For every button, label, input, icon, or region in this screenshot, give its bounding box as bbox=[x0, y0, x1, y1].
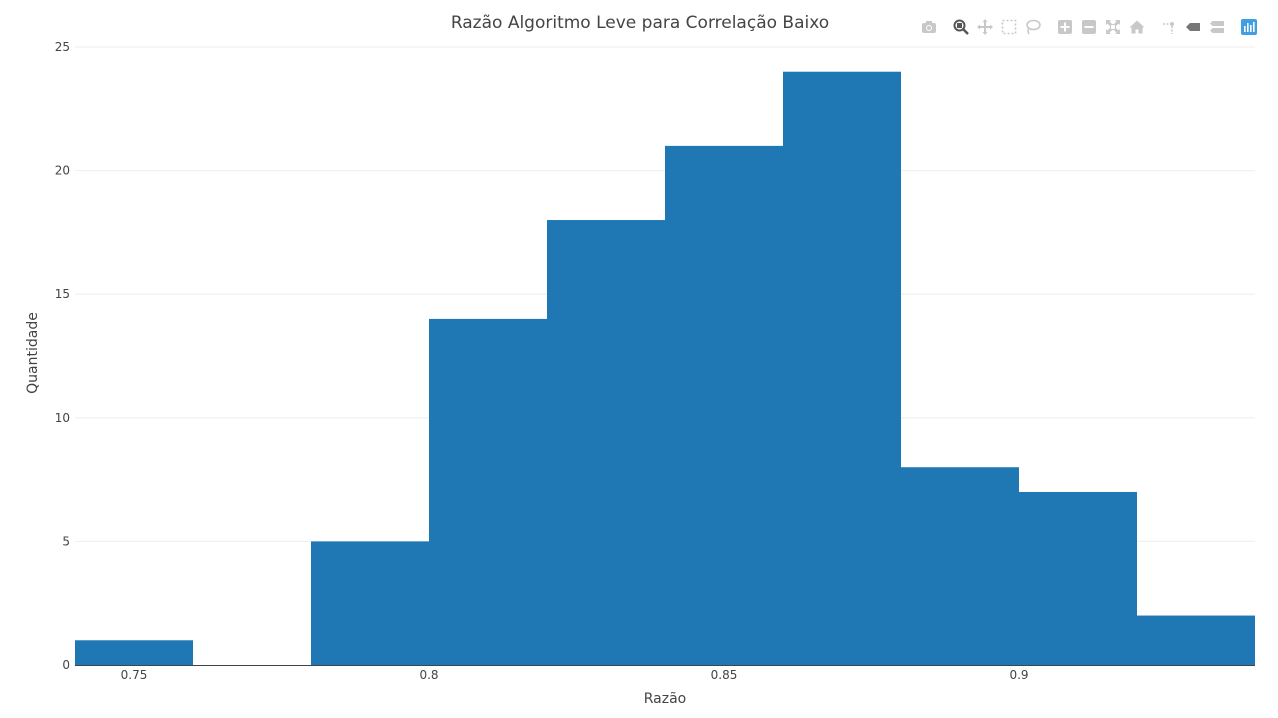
y-tick-label: 20 bbox=[55, 164, 70, 178]
hover-closest-button[interactable] bbox=[1182, 16, 1204, 38]
spike-lines-button[interactable] bbox=[1158, 16, 1180, 38]
box-select-button[interactable] bbox=[998, 16, 1020, 38]
lasso-select-button[interactable] bbox=[1022, 16, 1044, 38]
bars[interactable] bbox=[75, 71, 1255, 666]
zoom-icon bbox=[953, 19, 969, 35]
histogram-bar[interactable] bbox=[547, 220, 665, 666]
x-tick-label: 0.75 bbox=[121, 668, 148, 682]
histogram-bar[interactable] bbox=[429, 318, 547, 665]
autoscale-icon bbox=[1106, 20, 1120, 34]
zoom-in-button[interactable] bbox=[1054, 16, 1076, 38]
histogram-bar[interactable] bbox=[75, 640, 193, 665]
zoom-button[interactable] bbox=[950, 16, 972, 38]
spike-lines-icon bbox=[1163, 22, 1174, 34]
x-axis-label: Razão bbox=[644, 691, 687, 707]
zoom-in-icon bbox=[1058, 20, 1072, 34]
modebar bbox=[916, 16, 1260, 38]
reset-axes-icon bbox=[1129, 20, 1145, 34]
hover-closest-icon bbox=[1186, 23, 1200, 31]
histogram-bar[interactable] bbox=[1137, 615, 1255, 665]
histogram-bar[interactable] bbox=[783, 71, 901, 666]
y-tick-label: 25 bbox=[55, 40, 70, 54]
histogram-bar[interactable] bbox=[311, 541, 429, 665]
hover-compare-icon bbox=[1210, 21, 1224, 33]
y-tick-label: 0 bbox=[62, 658, 70, 672]
camera-button[interactable] bbox=[918, 16, 940, 38]
hover-compare-button[interactable] bbox=[1206, 16, 1228, 38]
x-tick-label: 0.8 bbox=[419, 668, 438, 682]
zoom-out-icon bbox=[1082, 20, 1096, 34]
y-axis-ticks: 0 5 10 15 20 25 bbox=[55, 40, 70, 672]
pan-button[interactable] bbox=[974, 16, 996, 38]
y-tick-label: 10 bbox=[55, 411, 70, 425]
box-select-icon bbox=[1001, 19, 1017, 35]
chart-title: Razão Algoritmo Leve para Correlação Bai… bbox=[451, 13, 829, 33]
y-tick-label: 15 bbox=[55, 287, 70, 301]
pan-icon bbox=[977, 19, 993, 35]
x-tick-label: 0.9 bbox=[1009, 668, 1028, 682]
y-axis-label: Quantidade bbox=[25, 312, 41, 394]
y-tick-label: 5 bbox=[62, 534, 70, 548]
autoscale-button[interactable] bbox=[1102, 16, 1124, 38]
plotly-logo-icon bbox=[1241, 19, 1257, 35]
histogram-bar[interactable] bbox=[1019, 491, 1137, 665]
plotly-logo-link[interactable] bbox=[1238, 16, 1260, 38]
histogram-bar[interactable] bbox=[665, 145, 783, 665]
x-axis-ticks: 0.75 0.8 0.85 0.9 bbox=[121, 668, 1029, 682]
camera-icon bbox=[922, 21, 936, 33]
lasso-icon bbox=[1026, 19, 1041, 35]
x-tick-label: 0.85 bbox=[711, 668, 738, 682]
reset-axes-button[interactable] bbox=[1126, 16, 1148, 38]
histogram-bar[interactable] bbox=[901, 467, 1019, 665]
zoom-out-button[interactable] bbox=[1078, 16, 1100, 38]
